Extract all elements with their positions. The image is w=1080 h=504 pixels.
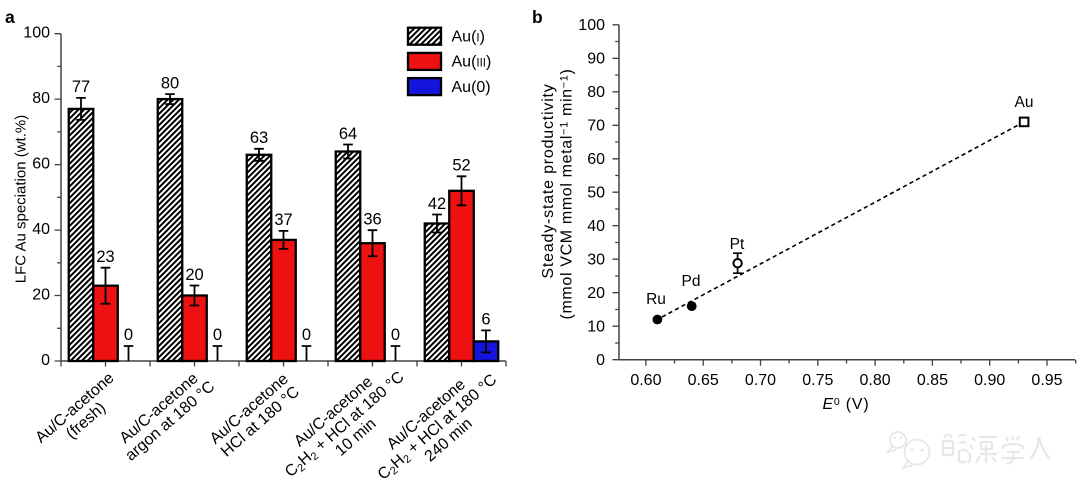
svg-text:0.95: 0.95 <box>1031 372 1062 389</box>
svg-text:0.65: 0.65 <box>688 372 719 389</box>
svg-text:42: 42 <box>428 195 446 213</box>
svg-text:0: 0 <box>596 352 605 369</box>
svg-text:20: 20 <box>32 287 50 304</box>
svg-text:Pt: Pt <box>730 236 745 253</box>
svg-text:40: 40 <box>32 221 50 238</box>
svg-text:0.80: 0.80 <box>860 372 891 389</box>
svg-text:0: 0 <box>391 326 400 344</box>
svg-text:0: 0 <box>124 326 133 344</box>
svg-text:100: 100 <box>23 25 50 42</box>
svg-text:60: 60 <box>587 151 605 168</box>
svg-text:23: 23 <box>96 248 114 266</box>
svg-text:Au(0): Au(0) <box>452 79 491 96</box>
svg-text:Au(I): Au(I) <box>452 29 485 46</box>
svg-text:0.75: 0.75 <box>802 372 833 389</box>
svg-text:80: 80 <box>32 90 50 107</box>
svg-text:(mmol VCM mmol metal−1 min−1): (mmol VCM mmol metal−1 min−1) <box>559 68 576 319</box>
svg-text:0: 0 <box>213 326 222 344</box>
svg-text:37: 37 <box>274 211 292 229</box>
svg-text:20: 20 <box>185 266 203 284</box>
svg-text:52: 52 <box>452 157 470 175</box>
svg-text:0.70: 0.70 <box>745 372 776 389</box>
svg-text:Au(III): Au(III) <box>452 54 492 71</box>
svg-text:36: 36 <box>363 211 381 229</box>
svg-text:0: 0 <box>41 352 50 369</box>
svg-text:6: 6 <box>481 311 490 329</box>
svg-text:80: 80 <box>161 74 179 92</box>
svg-text:60: 60 <box>32 156 50 173</box>
svg-text:Au: Au <box>1015 94 1034 111</box>
svg-text:0.90: 0.90 <box>974 372 1005 389</box>
svg-text:50: 50 <box>587 185 605 202</box>
svg-text:Pd: Pd <box>682 273 701 290</box>
svg-text:70: 70 <box>587 118 605 135</box>
svg-text:Steady-state productivity: Steady-state productivity <box>540 83 557 278</box>
svg-text:90: 90 <box>587 51 605 68</box>
svg-text:0.60: 0.60 <box>630 372 661 389</box>
svg-text:100: 100 <box>578 17 605 34</box>
svg-text:10: 10 <box>587 319 605 336</box>
svg-text:0.85: 0.85 <box>917 372 948 389</box>
svg-text:a: a <box>5 7 15 27</box>
svg-text:63: 63 <box>250 129 268 147</box>
svg-text:80: 80 <box>587 84 605 101</box>
svg-text:E0 (V): E0 (V) <box>822 396 869 413</box>
svg-text:40: 40 <box>587 218 605 235</box>
svg-text:0: 0 <box>302 326 311 344</box>
svg-text:30: 30 <box>587 252 605 269</box>
svg-text:Ru: Ru <box>646 291 666 308</box>
svg-text:LFC Au speciation (wt.%): LFC Au speciation (wt.%) <box>13 115 30 283</box>
svg-text:20: 20 <box>587 285 605 302</box>
svg-text:77: 77 <box>72 78 90 96</box>
svg-text:b: b <box>532 7 543 27</box>
svg-text:64: 64 <box>339 125 357 143</box>
